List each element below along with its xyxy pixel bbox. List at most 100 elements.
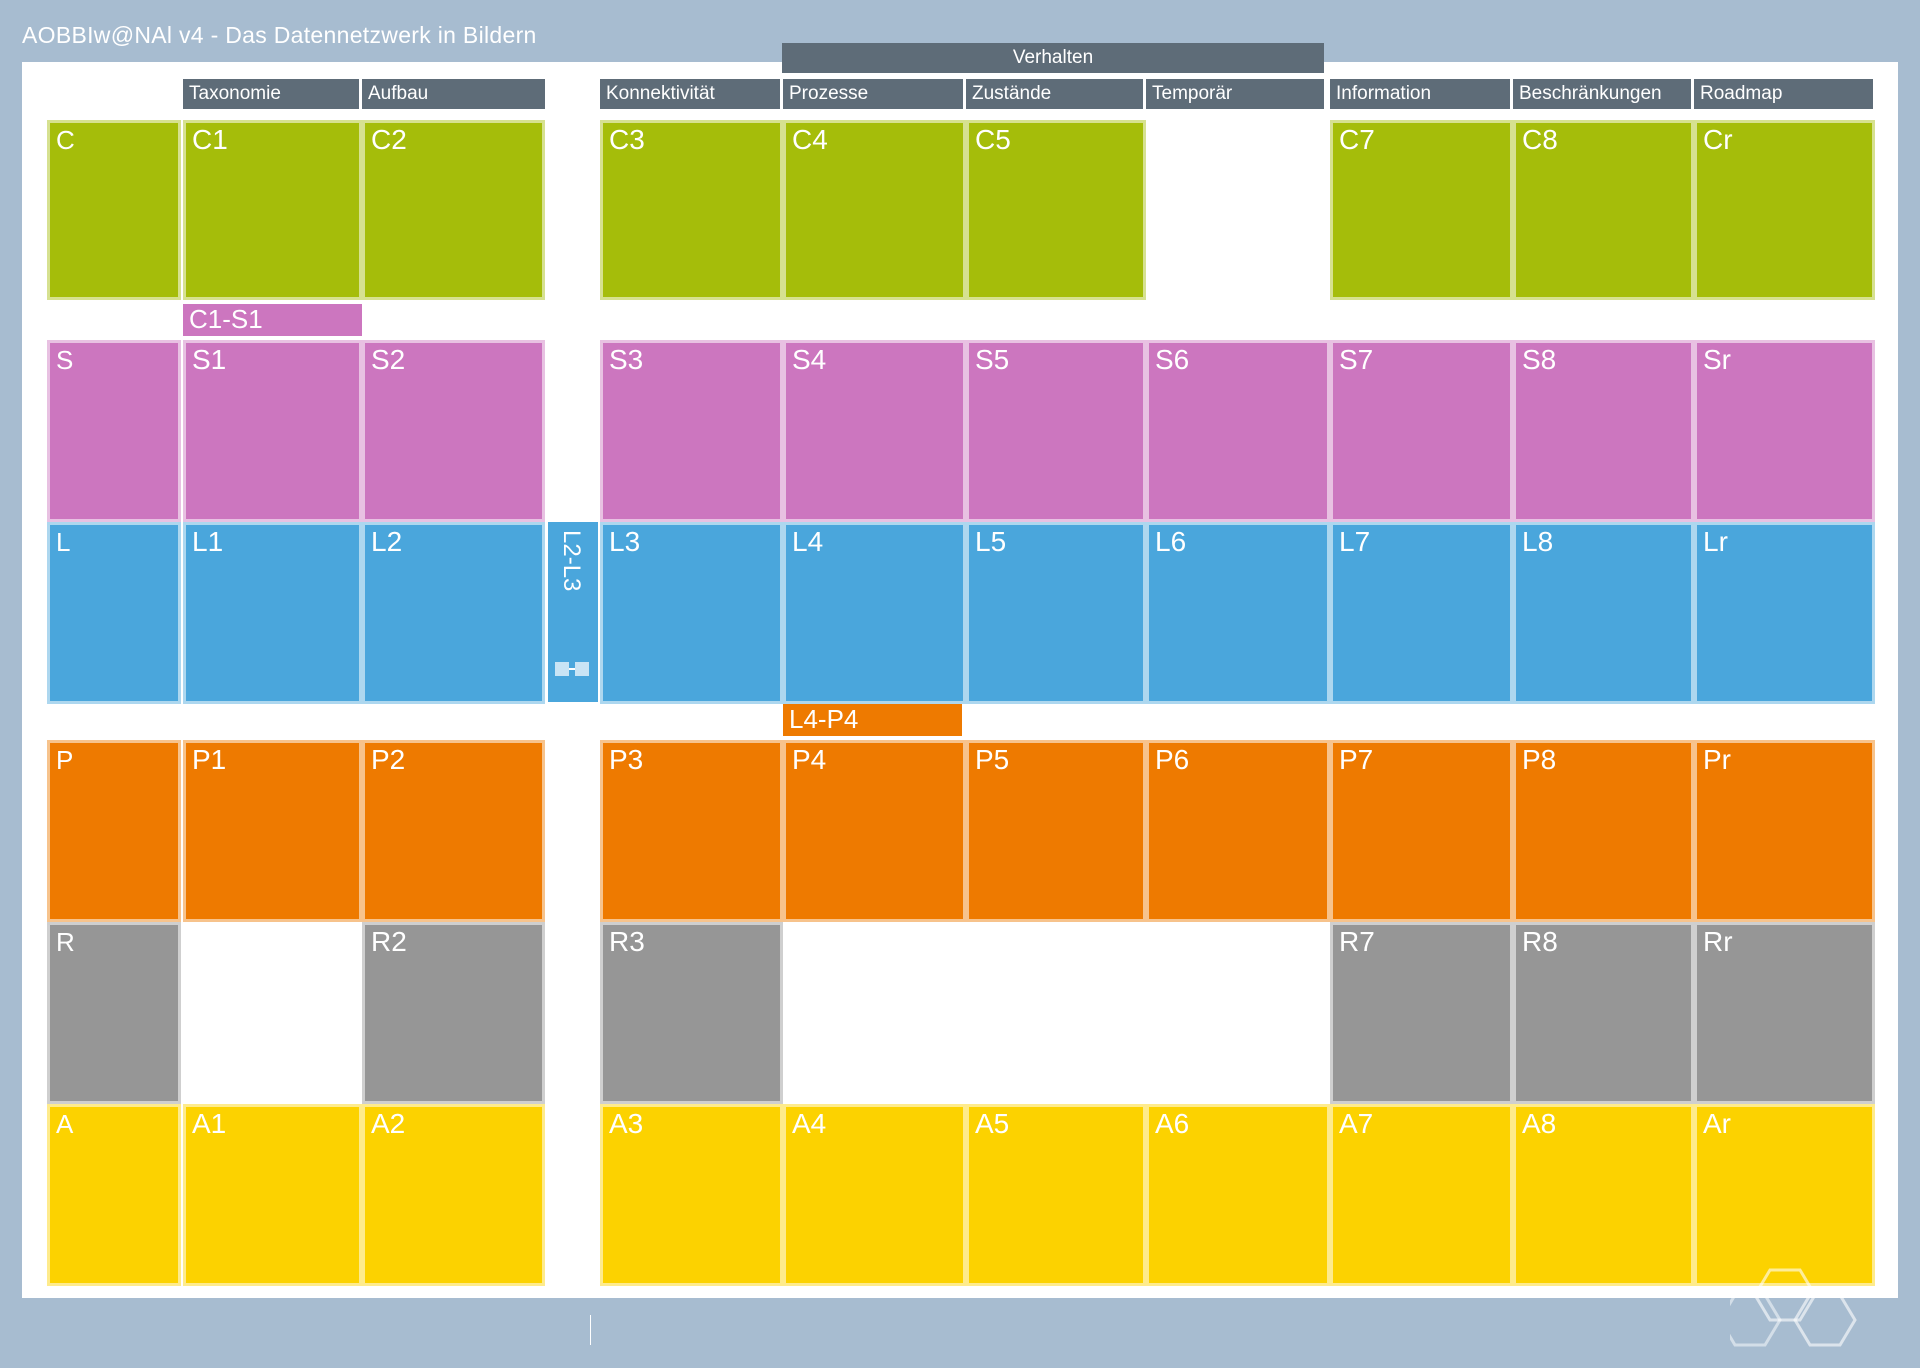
cell-code: S6 xyxy=(1155,344,1190,375)
cell-code: C7 xyxy=(1339,124,1375,155)
cell-c2[interactable]: C2 xyxy=(362,120,545,300)
row-label-s: S xyxy=(47,340,181,522)
header-temporaer: Temporär xyxy=(1146,79,1324,109)
cell-code: A6 xyxy=(1155,1108,1190,1139)
cell-code: Ar xyxy=(1703,1108,1731,1139)
cell-s3[interactable]: S3 xyxy=(600,340,783,522)
cell-s4[interactable]: S4 xyxy=(783,340,966,522)
header-roadmap: Roadmap xyxy=(1694,79,1873,109)
header-prozesse: Prozesse xyxy=(783,79,963,109)
cell-a5[interactable]: A5 xyxy=(966,1104,1146,1286)
cell-code: S8 xyxy=(1522,344,1557,375)
cell-l1[interactable]: L1 xyxy=(183,522,362,704)
cell-code: C5 xyxy=(975,124,1011,155)
cell-c8[interactable]: C8 xyxy=(1513,120,1694,300)
cell-c3[interactable]: C3 xyxy=(600,120,783,300)
cell-code: C1 xyxy=(192,124,228,155)
cell-r8[interactable]: R8 xyxy=(1513,922,1694,1104)
cell-s2[interactable]: S2 xyxy=(362,340,545,522)
poster-title: AOBBIw@NAl v4 - Das Datennetzwerk in Bil… xyxy=(22,22,537,48)
cell-code: C2 xyxy=(371,124,407,155)
cell-ar[interactable]: Ar xyxy=(1694,1104,1875,1286)
cell-c1[interactable]: C1 xyxy=(183,120,362,300)
cell-code: R2 xyxy=(371,926,407,957)
cell-p8[interactable]: P8 xyxy=(1513,740,1694,922)
cell-c4[interactable]: C4 xyxy=(783,120,966,300)
cell-p1[interactable]: P1 xyxy=(183,740,362,922)
cell-code: A2 xyxy=(371,1108,406,1139)
row-label-c: C xyxy=(47,120,181,300)
bridge-l2-l3: L2-L3 xyxy=(548,522,598,702)
cell-c7[interactable]: C7 xyxy=(1330,120,1513,300)
cell-code: P8 xyxy=(1522,744,1557,775)
cell-l8[interactable]: L8 xyxy=(1513,522,1694,704)
cell-code: S5 xyxy=(975,344,1010,375)
cell-l3[interactable]: L3 xyxy=(600,522,783,704)
cell-lr[interactable]: Lr xyxy=(1694,522,1875,704)
cell-code: Pr xyxy=(1703,744,1731,775)
cell-r7[interactable]: R7 xyxy=(1330,922,1513,1104)
cell-code: R3 xyxy=(609,926,645,957)
cell-code: L5 xyxy=(975,526,1007,557)
cell-s5[interactable]: S5 xyxy=(966,340,1146,522)
cell-p5[interactable]: P5 xyxy=(966,740,1146,922)
cell-a3[interactable]: A3 xyxy=(600,1104,783,1286)
header-information: Information xyxy=(1330,79,1510,109)
cell-a6[interactable]: A6 xyxy=(1146,1104,1330,1286)
cell-code: A5 xyxy=(975,1108,1010,1139)
cell-sr[interactable]: Sr xyxy=(1694,340,1875,522)
cell-l6[interactable]: L6 xyxy=(1146,522,1330,704)
cell-r3[interactable]: R3 xyxy=(600,922,783,1104)
cell-code: L6 xyxy=(1155,526,1187,557)
cell-c5[interactable]: C5 xyxy=(966,120,1146,300)
cell-r2[interactable]: R2 xyxy=(362,922,545,1104)
cell-code: S3 xyxy=(609,344,644,375)
cell-s6[interactable]: S6 xyxy=(1146,340,1330,522)
cell-a8[interactable]: A8 xyxy=(1513,1104,1694,1286)
cell-l2[interactable]: L2 xyxy=(362,522,545,704)
cell-code: C8 xyxy=(1522,124,1558,155)
cell-code: S7 xyxy=(1339,344,1374,375)
cell-p3[interactable]: P3 xyxy=(600,740,783,922)
hexagon-logo-icon xyxy=(1730,1268,1857,1347)
cell-code: Sr xyxy=(1703,344,1731,375)
cell-a2[interactable]: A2 xyxy=(362,1104,545,1286)
row-code: A xyxy=(56,1109,74,1139)
cell-l5[interactable]: L5 xyxy=(966,522,1146,704)
cell-p4[interactable]: P4 xyxy=(783,740,966,922)
cell-code: R7 xyxy=(1339,926,1375,957)
cell-a7[interactable]: A7 xyxy=(1330,1104,1513,1286)
cell-code: P7 xyxy=(1339,744,1374,775)
cell-code: L8 xyxy=(1522,526,1554,557)
cell-code: Rr xyxy=(1703,926,1733,957)
row-label-l: L xyxy=(47,522,181,704)
cell-p7[interactable]: P7 xyxy=(1330,740,1513,922)
cell-code: A7 xyxy=(1339,1108,1374,1139)
cell-s1[interactable]: S1 xyxy=(183,340,362,522)
cell-code: P3 xyxy=(609,744,644,775)
link-icon xyxy=(555,662,589,676)
cell-p2[interactable]: P2 xyxy=(362,740,545,922)
bridge-l2-l3-label: L2-L3 xyxy=(558,530,585,592)
cell-l4[interactable]: L4 xyxy=(783,522,966,704)
cell-code: P6 xyxy=(1155,744,1190,775)
cell-s7[interactable]: S7 xyxy=(1330,340,1513,522)
header-zustaende: Zustände xyxy=(966,79,1143,109)
cell-p6[interactable]: P6 xyxy=(1146,740,1330,922)
cell-s8[interactable]: S8 xyxy=(1513,340,1694,522)
row-code: C xyxy=(56,125,75,155)
header-aufbau: Aufbau xyxy=(362,79,545,109)
cell-rr[interactable]: Rr xyxy=(1694,922,1875,1104)
cell-code: Cr xyxy=(1703,124,1733,155)
cell-code: C3 xyxy=(609,124,645,155)
cell-code: S4 xyxy=(792,344,827,375)
cell-cr[interactable]: Cr xyxy=(1694,120,1875,300)
cell-code: A8 xyxy=(1522,1108,1557,1139)
cell-code: Lr xyxy=(1703,526,1728,557)
cell-a1[interactable]: A1 xyxy=(183,1104,362,1286)
cell-l7[interactable]: L7 xyxy=(1330,522,1513,704)
cell-code: P1 xyxy=(192,744,227,775)
cell-a4[interactable]: A4 xyxy=(783,1104,966,1286)
footer-separator xyxy=(590,1315,591,1345)
cell-pr[interactable]: Pr xyxy=(1694,740,1875,922)
